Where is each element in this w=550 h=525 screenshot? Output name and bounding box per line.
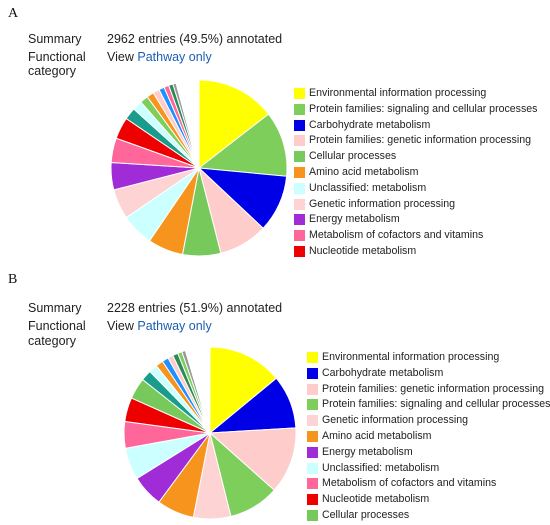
legend-swatch (294, 230, 305, 242)
panel-a-pathway-only-link[interactable]: Pathway only (137, 50, 212, 64)
legend-label: Energy metabolism (309, 213, 400, 226)
legend-swatch (294, 166, 305, 178)
panel-b-summary-value: 2228 entries (51.9%) annotated (107, 301, 283, 315)
legend-label: Protein families: genetic information pr… (309, 134, 531, 147)
legend-swatch (294, 135, 305, 147)
panel-b-letter: B (8, 272, 18, 287)
legend-label: Environmental information processing (309, 87, 487, 99)
legend-swatch (307, 383, 318, 395)
legend-label: Cellular processes (322, 508, 410, 521)
panel-a-letter: A (8, 6, 19, 21)
legend-swatch (294, 151, 305, 163)
pie-slice-environmental-information-processing (209, 346, 278, 435)
legend-label: Cellular processes (309, 150, 397, 163)
panel-a-summary-value: 2962 entries (49.5%) annotated (107, 32, 283, 46)
panel-a-view-row: View Pathway only (107, 50, 212, 65)
legend-label: Nucleotide metabolism (309, 244, 417, 257)
panel-b-pathway-only-link[interactable]: Pathway only (137, 319, 212, 333)
legend-swatch (294, 119, 305, 131)
legend-label: Unclassified: metabolism (309, 181, 427, 194)
legend-label: Metabolism of cofactors and vitamins (322, 477, 497, 490)
pie-slice-protein-families-signaling-and-cellular-processes (197, 113, 288, 177)
legend-swatch (294, 182, 305, 194)
legend-label: Nucleotide metabolism (322, 493, 430, 506)
legend-label: Metabolism of cofactors and vitamins (309, 229, 484, 242)
panel-b-view-row: View Pathway only (107, 319, 212, 334)
legend-swatch (307, 478, 318, 490)
pie-slice-environmental-information-processing (198, 79, 270, 170)
legend-swatch (307, 446, 318, 458)
panel-a-category-label-2: category (28, 64, 76, 78)
legend-swatch (294, 198, 305, 210)
legend-label: Amino acid metabolism (309, 165, 419, 178)
panel-b-pie-chart (123, 346, 297, 520)
legend-label: Environmental information processing (322, 351, 500, 363)
legend-label: Unclassified: metabolism (322, 461, 440, 474)
panel-b-view-label: View (107, 319, 134, 333)
panel-a-category-label-1: Functional (28, 50, 86, 64)
legend-swatch (307, 367, 318, 379)
panel-a-view-label: View (107, 50, 134, 64)
pie-slice-protein-families-genetic-information-processing (208, 427, 297, 491)
legend-label: Carbohydrate metabolism (309, 118, 431, 131)
legend-swatch (307, 462, 318, 474)
pie-slice-minor-20 (175, 79, 200, 169)
legend-label: Carbohydrate metabolism (322, 366, 444, 379)
legend-swatch (307, 430, 318, 442)
panel-b-summary-label: Summary (28, 301, 82, 315)
panel-b-category-label-2: category (28, 334, 76, 348)
panel-a-summary-label: Summary (28, 32, 82, 46)
legend-swatch (294, 214, 305, 226)
legend-swatch (307, 399, 318, 411)
legend-swatch (307, 352, 318, 363)
panel-a-pie-chart (110, 79, 288, 257)
legend-swatch (294, 103, 305, 115)
legend-label: Protein families: signaling and cellular… (309, 102, 538, 115)
legend-swatch (307, 415, 318, 427)
legend-swatch (294, 88, 305, 99)
legend-swatch (307, 494, 318, 506)
pie-slice-minor-19 (184, 346, 211, 434)
legend-label: Genetic information processing (309, 197, 456, 210)
legend-swatch (294, 245, 305, 257)
panel-b-category-label-1: Functional (28, 319, 86, 333)
legend-label: Energy metabolism (322, 445, 413, 458)
legend-label: Amino acid metabolism (322, 429, 432, 442)
legend-label: Protein families: signaling and cellular… (322, 398, 550, 411)
legend-label: Protein families: genetic information pr… (322, 382, 544, 395)
legend-label: Genetic information processing (322, 414, 469, 427)
legend-swatch (307, 509, 318, 521)
